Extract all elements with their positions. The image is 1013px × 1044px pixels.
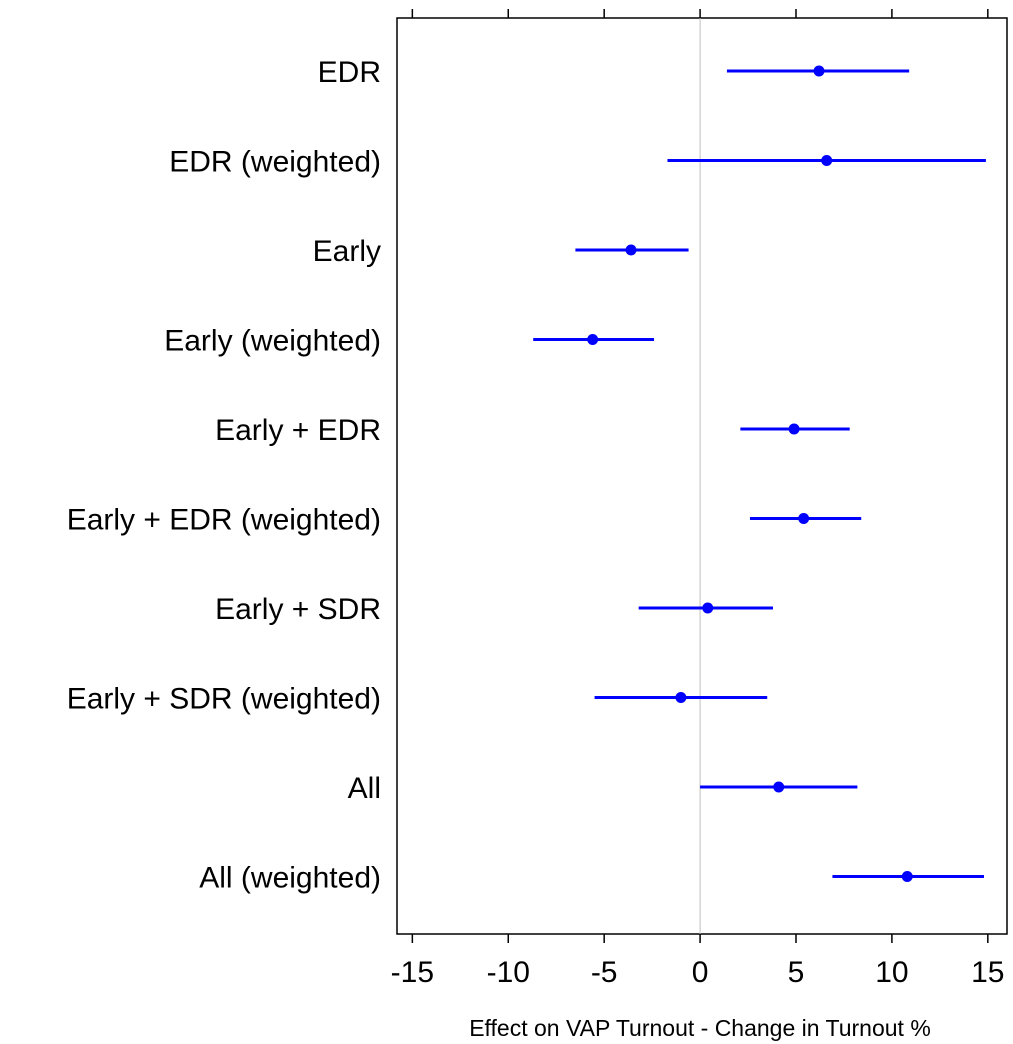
category-label: Early (weighted) [164, 325, 381, 358]
plot-frame [396, 17, 1008, 935]
x-axis-title: Effect on VAP Turnout - Change in Turnou… [469, 1015, 931, 1041]
estimate-point [587, 334, 599, 345]
estimate-point [675, 692, 687, 703]
estimate-point [773, 781, 785, 793]
estimate-point [813, 65, 825, 77]
estimate-point [798, 513, 810, 524]
x-tick-label: 10 [875, 956, 908, 989]
x-tick-label: -15 [391, 956, 434, 989]
x-tick-label: 0 [692, 956, 709, 989]
x-tick-label: 5 [788, 956, 805, 989]
category-label: EDR (weighted) [169, 146, 381, 179]
category-label: Early [313, 235, 381, 268]
x-tick-label: 15 [971, 956, 1004, 989]
estimate-point [901, 871, 913, 882]
category-label: Early + EDR [215, 414, 381, 447]
estimate-point [625, 244, 637, 256]
estimate-point [821, 155, 833, 166]
category-label: Early + EDR (weighted) [67, 504, 381, 537]
category-label: EDR [318, 56, 381, 89]
estimate-point [702, 602, 714, 614]
category-label: All (weighted) [199, 862, 381, 895]
category-label: Early + SDR (weighted) [67, 683, 381, 716]
category-label: Early + SDR [215, 593, 381, 626]
estimate-point [788, 423, 800, 435]
x-tick-label: -5 [591, 956, 618, 989]
category-label: All [348, 772, 381, 805]
x-tick-label: -10 [487, 956, 530, 989]
